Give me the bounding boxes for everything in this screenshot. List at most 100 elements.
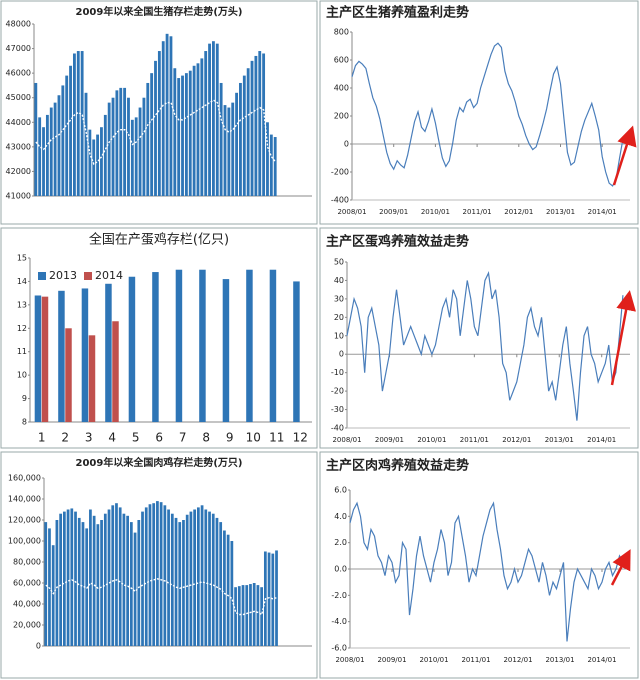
bar bbox=[59, 513, 63, 646]
legend-swatch bbox=[38, 272, 46, 280]
x-tick-label: 8 bbox=[202, 431, 210, 445]
bar bbox=[48, 528, 51, 646]
bar bbox=[53, 102, 57, 196]
bar bbox=[66, 509, 70, 646]
bar bbox=[134, 117, 138, 196]
bar bbox=[293, 281, 300, 422]
y-tick-label: -2.0 bbox=[331, 591, 347, 600]
bar bbox=[144, 507, 148, 646]
bar bbox=[267, 552, 271, 646]
y-tick-label: -30 bbox=[331, 405, 344, 414]
bar bbox=[204, 51, 208, 197]
bar bbox=[103, 114, 107, 196]
bar bbox=[177, 78, 181, 196]
bar bbox=[150, 73, 154, 196]
y-tick-label: -400 bbox=[331, 196, 349, 205]
x-tick-label: 2008/01 bbox=[337, 208, 366, 216]
x-tick-label: 2012/01 bbox=[502, 436, 531, 444]
y-tick-label: 40,000 bbox=[13, 600, 41, 609]
bar bbox=[74, 511, 77, 646]
x-tick-label: 2014/01 bbox=[588, 208, 617, 216]
bar bbox=[208, 511, 211, 646]
x-tick-label: 4 bbox=[108, 431, 116, 445]
bar bbox=[161, 41, 165, 197]
bar bbox=[41, 296, 49, 422]
bar bbox=[254, 55, 258, 196]
y-tick-label: 20,000 bbox=[13, 621, 41, 630]
bar bbox=[142, 97, 146, 196]
bar bbox=[100, 520, 103, 646]
bar bbox=[85, 528, 89, 646]
bar bbox=[107, 102, 111, 196]
x-tick-label: 7 bbox=[179, 431, 187, 445]
y-tick-label: 42000 bbox=[6, 167, 31, 176]
y-tick-label: 50 bbox=[334, 258, 344, 267]
y-tick-label: 2.0 bbox=[334, 538, 347, 547]
y-tick-label: -200 bbox=[331, 168, 349, 177]
x-tick-label: 2009/01 bbox=[375, 436, 404, 444]
chart-title: 主产区蛋鸡养殖效益走势 bbox=[326, 234, 469, 250]
bar bbox=[159, 502, 163, 646]
bar bbox=[204, 509, 208, 646]
y-tick-label: -6.0 bbox=[331, 644, 347, 653]
bar bbox=[51, 545, 55, 646]
bar bbox=[96, 134, 100, 196]
y-tick-label: 41000 bbox=[6, 192, 31, 201]
bar bbox=[167, 509, 170, 646]
bar bbox=[170, 513, 174, 646]
bar bbox=[219, 522, 223, 646]
bar bbox=[129, 522, 133, 646]
bar bbox=[196, 507, 200, 646]
bar bbox=[256, 585, 260, 646]
bar bbox=[92, 139, 96, 196]
bar bbox=[80, 51, 84, 197]
legend-label: 2014 bbox=[95, 269, 123, 282]
bar bbox=[200, 58, 204, 197]
x-tick-label: 2010/01 bbox=[419, 656, 448, 664]
bar bbox=[138, 107, 142, 196]
bar bbox=[223, 530, 226, 646]
y-tick-label: 43000 bbox=[6, 142, 31, 151]
chart-title: 全国在产蛋鸡存栏(亿只) bbox=[89, 232, 229, 248]
bar bbox=[165, 33, 169, 197]
x-tick-label: 2013/01 bbox=[545, 656, 574, 664]
bar bbox=[70, 508, 74, 646]
bar bbox=[199, 269, 206, 422]
bar bbox=[175, 269, 183, 422]
y-tick-label: 44000 bbox=[6, 118, 31, 127]
x-tick-label: 2011/01 bbox=[460, 436, 489, 444]
y-tick-label: 47000 bbox=[6, 44, 31, 53]
panel bbox=[319, 227, 639, 449]
y-tick-label: 48000 bbox=[6, 20, 31, 29]
bar bbox=[88, 335, 96, 422]
bar bbox=[239, 82, 242, 196]
bar bbox=[181, 75, 184, 196]
bar bbox=[157, 51, 161, 197]
bar bbox=[84, 92, 88, 196]
x-tick-label: 2009/01 bbox=[377, 656, 406, 664]
bar bbox=[130, 119, 134, 196]
x-tick-label: 2010/01 bbox=[417, 436, 446, 444]
y-tick-label: 120,000 bbox=[8, 516, 41, 525]
y-tick-label: 9 bbox=[22, 394, 27, 403]
bar bbox=[44, 522, 48, 646]
bar bbox=[111, 505, 115, 646]
bar bbox=[258, 51, 262, 197]
bar bbox=[192, 65, 196, 197]
bar bbox=[266, 122, 269, 196]
arrow bbox=[612, 125, 637, 186]
bar bbox=[208, 43, 211, 197]
arrow bbox=[610, 549, 631, 586]
bar bbox=[133, 532, 137, 646]
bar bbox=[156, 501, 159, 646]
bar bbox=[61, 85, 65, 196]
bar bbox=[249, 584, 252, 646]
y-tick-label: 12 bbox=[17, 324, 27, 333]
chart-title: 主产区生猪养殖盈利走势 bbox=[326, 5, 469, 21]
bar bbox=[34, 82, 38, 196]
bar bbox=[141, 511, 144, 646]
bar bbox=[271, 553, 275, 646]
legend-swatch bbox=[84, 272, 92, 280]
bar bbox=[269, 134, 273, 196]
y-tick-label: -40 bbox=[331, 424, 344, 433]
